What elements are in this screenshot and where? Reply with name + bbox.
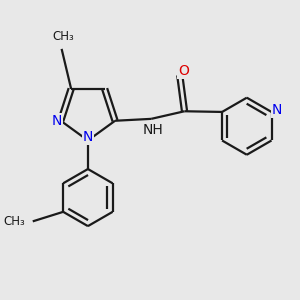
Text: N: N	[272, 103, 282, 117]
Text: O: O	[178, 64, 189, 78]
Text: N: N	[83, 130, 93, 144]
Text: NH: NH	[143, 123, 164, 137]
Text: CH₃: CH₃	[52, 30, 74, 43]
Text: CH₃: CH₃	[3, 215, 25, 228]
Text: N: N	[52, 114, 62, 128]
